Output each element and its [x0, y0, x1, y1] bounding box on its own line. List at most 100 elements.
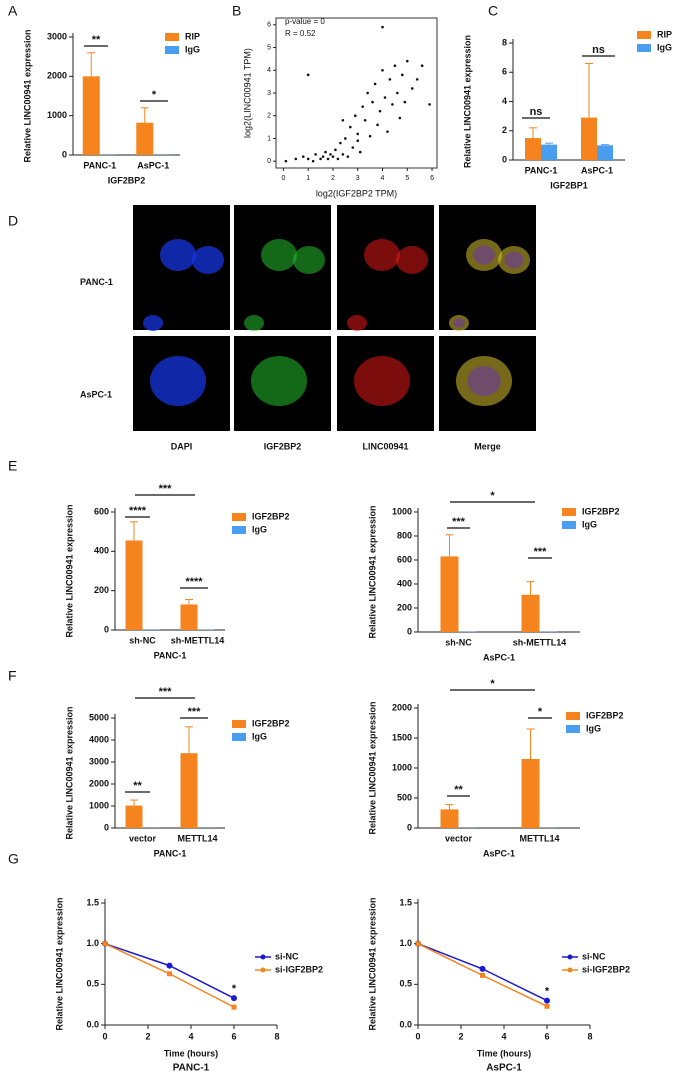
x-tick-label: 0: [102, 1031, 107, 1041]
panel-label: G: [8, 851, 19, 867]
point: [415, 941, 421, 947]
scatter-point: [351, 146, 355, 149]
scatter-point: [306, 157, 310, 161]
scatter-point: [353, 114, 357, 118]
y-tick-label: 500: [397, 792, 412, 802]
x-tick-label: 6: [231, 1031, 236, 1041]
scatter-point: [284, 159, 288, 163]
point: [166, 962, 173, 969]
significance-label: *: [232, 983, 237, 995]
y-tick-label: 0.0: [399, 1019, 412, 1029]
scatter-point: [363, 118, 367, 122]
scatter-point: [329, 153, 332, 156]
significance-label: ***: [452, 516, 466, 528]
scatter-point: [339, 141, 342, 145]
x-tick-label: vector: [445, 833, 473, 843]
x-tick-label: 1: [306, 175, 310, 182]
y-tick-label: 4: [267, 67, 271, 74]
legend-label: IgG: [586, 723, 601, 733]
x-axis-label: PANC-1: [154, 848, 187, 858]
x-tick-label: 4: [188, 1031, 193, 1041]
y-tick-label: 0: [407, 822, 412, 832]
y-tick-label: 0.5: [399, 979, 412, 989]
legend-label: IgG: [185, 44, 200, 54]
y-axis-label: log2(LINC00941 TPM): [242, 48, 252, 138]
y-tick-label: 2000: [89, 778, 109, 788]
x-axis-label: Time (hours): [164, 1048, 218, 1058]
y-tick-label: 5000: [89, 712, 109, 722]
scatter-point: [321, 155, 325, 158]
y-tick-label: 1.5: [86, 897, 99, 907]
x-axis-label: AsPC-1: [483, 848, 515, 858]
scatter-point: [361, 105, 364, 108]
x-tick-label: PANC-1: [525, 165, 558, 175]
scatter-point: [326, 157, 330, 161]
y-tick-label: 600: [397, 554, 412, 564]
x-axis-label: IGF2BP1: [550, 180, 588, 190]
point: [544, 1003, 550, 1009]
significance-label: ***: [534, 546, 548, 558]
scatter-point: [346, 155, 350, 158]
x-tick-label: 0: [415, 1031, 420, 1041]
significance-label: ns: [592, 44, 605, 56]
y-axis-label: Relative LINC00941 expression: [22, 29, 32, 162]
legend-swatch: [232, 733, 246, 741]
scatter-point: [398, 116, 402, 120]
scatter-point: [358, 150, 362, 154]
panel-label: F: [8, 668, 17, 684]
x-tick-label: AsPC-1: [137, 160, 169, 170]
scatter-point: [314, 153, 317, 156]
bar: [525, 138, 541, 160]
scatter-point: [311, 159, 315, 163]
panel-label: E: [8, 458, 17, 474]
column-label: Merge: [474, 441, 501, 451]
significance-label: ****: [185, 576, 203, 588]
x-tick-label: METTL14: [177, 833, 217, 843]
bar: [440, 809, 459, 828]
bar: [180, 604, 198, 630]
scatter-point: [373, 82, 377, 86]
series-line: [104, 942, 235, 999]
bar: [125, 805, 143, 828]
significance-label: **: [92, 34, 101, 46]
row-label: AsPC-1: [80, 389, 112, 399]
point: [544, 997, 550, 1004]
scatter-point: [401, 73, 404, 77]
legend-label: IGF2BP2: [252, 511, 290, 521]
legend-swatch: [165, 33, 179, 41]
scatter-point: [415, 78, 419, 81]
y-tick-label: 0: [502, 154, 507, 164]
scatter-point: [428, 103, 431, 106]
bar: [521, 759, 540, 828]
y-tick-label: 600: [94, 506, 109, 516]
y-tick-label: 0: [104, 624, 109, 634]
legend-label: IgG: [657, 42, 672, 52]
significance-label: *: [538, 706, 543, 718]
y-tick-label: 0: [267, 158, 271, 165]
y-tick-label: 1000: [47, 110, 67, 120]
y-tick-label: 4: [502, 96, 507, 106]
bar: [136, 122, 154, 155]
bar: [541, 144, 557, 160]
point: [231, 995, 237, 1002]
scatter-point: [396, 91, 399, 95]
cell: [261, 239, 297, 271]
y-tick-label: 200: [94, 585, 109, 595]
legend-swatch: [567, 967, 573, 973]
legend-label: si-IGF2BP2: [275, 964, 323, 974]
chart-title: PANC-1: [173, 1063, 210, 1073]
bar: [125, 540, 143, 630]
x-axis-label: IGF2BP2: [108, 175, 146, 185]
x-tick-label: 2: [331, 175, 335, 182]
stat-label: p-value = 0: [285, 17, 325, 26]
significance-label: **: [454, 784, 463, 796]
cell: [192, 246, 224, 274]
scatter-point: [376, 123, 379, 127]
y-tick-label: 1: [267, 135, 271, 142]
legend-swatch: [567, 954, 573, 960]
scatter-point: [324, 150, 327, 154]
x-tick-label: 5: [405, 175, 409, 182]
significance-label: ****: [129, 505, 147, 517]
scatter-point: [341, 118, 345, 122]
